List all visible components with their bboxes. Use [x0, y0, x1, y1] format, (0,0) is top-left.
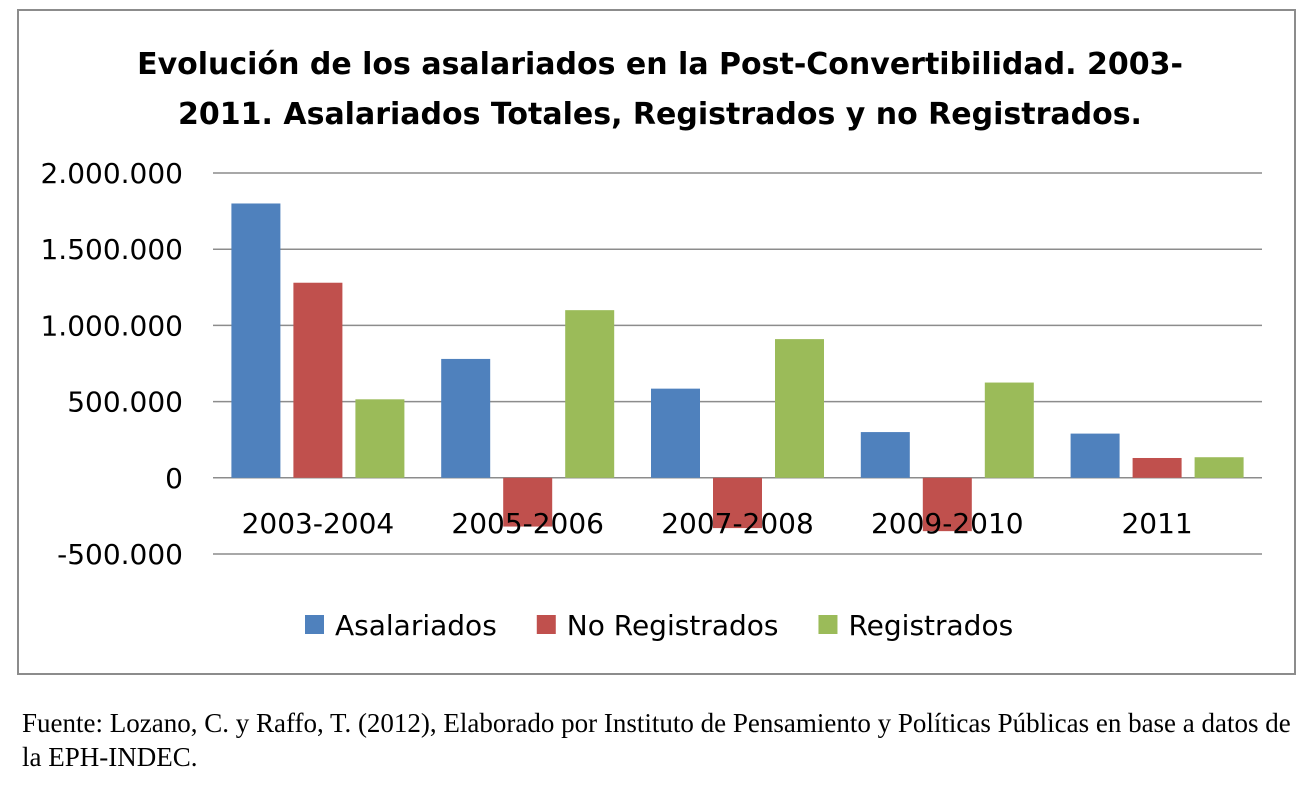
bars	[231, 203, 1244, 532]
bar-registrados-2011	[1194, 457, 1244, 478]
x-category-label: 2007-2008	[661, 507, 814, 540]
bar-registrados-2003-2004	[355, 399, 405, 478]
bar-registrados-2005-2006	[565, 310, 615, 478]
bar-no-registrados-2009-2010	[922, 477, 972, 532]
bar-registrados-2007-2008	[775, 339, 824, 478]
legend-swatch	[305, 615, 324, 634]
legend-swatch	[818, 615, 838, 634]
bar-no-registrados-2003-2004	[293, 282, 343, 478]
bar-no-registrados-2007-2008	[713, 477, 762, 529]
source-caption: Fuente: Lozano, C. y Raffo, T. (2012), E…	[22, 708, 1291, 772]
chart-title: Evolución de los asalariados en la Post-…	[137, 47, 1183, 132]
y-tick-label: 1.000.000	[40, 309, 183, 342]
chart-frame	[17, 9, 1296, 675]
x-category-label: 2003-2004	[242, 507, 395, 540]
y-tick-label: 2.000.000	[40, 157, 183, 190]
bar-registrados-2009-2010	[984, 382, 1034, 478]
y-tick-label: 0	[165, 462, 183, 495]
x-category-label: 2009-2010	[871, 507, 1024, 540]
x-axis-category-labels: 2003-2004 2005-2006 2007-2008 2009-2010 2011	[242, 507, 1193, 540]
legend-swatch	[536, 615, 556, 634]
x-category-label: 2005-2006	[451, 507, 604, 540]
bar-asalariados-2007-2008	[651, 388, 700, 478]
y-tick-label: -500.000	[57, 538, 183, 571]
bar-asalariados-2011	[1070, 433, 1120, 478]
x-category-label: 2011	[1121, 507, 1192, 540]
bar-no-registrados-2005-2006	[503, 477, 553, 527]
legend-label: Asalariados	[335, 609, 497, 642]
legend: Asalariados No Registrados Registrados	[305, 609, 1013, 642]
legend-label: Registrados	[848, 609, 1013, 642]
y-tick-label: 1.500.000	[40, 233, 183, 266]
bar-asalariados-2003-2004	[231, 203, 281, 478]
bar-no-registrados-2011	[1132, 457, 1182, 478]
y-axis-tick-labels: 2.000.000 1.500.000 1.000.000 500.000 0 -500.…	[40, 157, 183, 571]
bar-asalariados-2009-2010	[860, 432, 910, 478]
legend-label: No Registrados	[567, 609, 779, 642]
y-tick-label: 500.000	[67, 386, 183, 419]
bar-asalariados-2005-2006	[441, 358, 491, 478]
